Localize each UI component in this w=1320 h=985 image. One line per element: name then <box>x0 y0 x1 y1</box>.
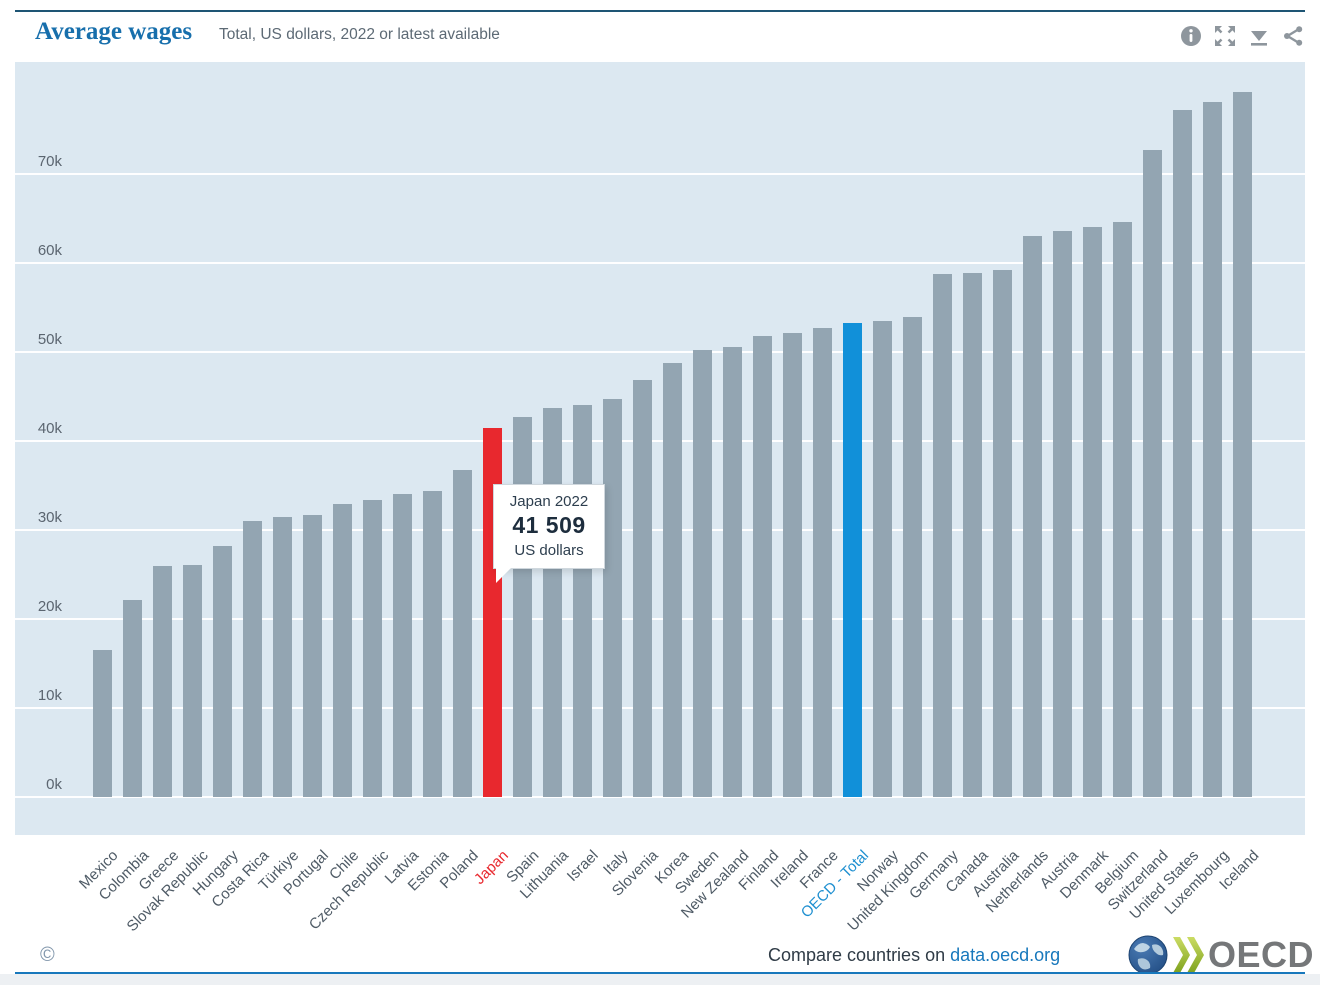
bar-mexico[interactable] <box>92 650 112 797</box>
x-label-israel: Israel <box>564 847 603 885</box>
x-axis-labels: Mexico Colombia Greece Slovak Republic Hunga… <box>15 835 1305 937</box>
toolbar <box>1180 25 1304 47</box>
bar-greece[interactable] <box>152 566 172 797</box>
bar-denmark[interactable] <box>1082 227 1102 797</box>
y-tick-label-40k: 40k <box>37 420 62 437</box>
tooltip-title: Japan 2022 <box>509 493 589 510</box>
bar-t-rkiye[interactable] <box>272 516 292 797</box>
bar-france[interactable] <box>812 327 832 797</box>
compare-countries-text: Compare countries on data.oecd.org <box>768 945 1060 966</box>
bar-czech-republic[interactable] <box>362 499 382 797</box>
page-title: Average wages <box>35 18 193 45</box>
y-tick-label-60k: 60k <box>37 242 62 259</box>
x-label-japan: Japan <box>471 847 513 888</box>
bar-united-kingdom[interactable] <box>902 317 922 797</box>
oecd-chevrons-icon <box>1173 937 1204 973</box>
bar-latvia[interactable] <box>392 494 412 797</box>
data-oecd-link[interactable]: data.oecd.org <box>950 945 1061 965</box>
oecd-logo[interactable]: OECD <box>1128 935 1314 975</box>
bar-costa-rica[interactable] <box>242 521 262 797</box>
bar-poland[interactable] <box>452 470 472 797</box>
gridline-50k <box>15 351 1305 353</box>
gridline-60k <box>15 262 1305 264</box>
page-bottom-strip <box>0 974 1320 985</box>
y-tick-label-50k: 50k <box>37 331 62 348</box>
bar-netherlands[interactable] <box>1022 236 1042 797</box>
bar-slovak-republic[interactable] <box>182 564 202 797</box>
bar-germany[interactable] <box>932 273 952 797</box>
bar-iceland[interactable] <box>1232 92 1252 797</box>
bar-oecd-total[interactable] <box>842 322 862 797</box>
tooltip: Japan 2022 41 509 US dollars <box>493 484 605 583</box>
y-tick-label-0k: 0k <box>46 776 62 793</box>
gridline-30k <box>15 529 1305 531</box>
tooltip-unit: US dollars <box>514 542 584 559</box>
bar-new-zealand[interactable] <box>722 346 742 797</box>
chart-plot-area: 0k 10k 20k 30k 40k 50k 60k 70k Japan 2022 41 50… <box>15 62 1305 835</box>
fullscreen-icon[interactable] <box>1214 25 1236 47</box>
gridline-10k <box>15 707 1305 709</box>
card-top-border <box>15 10 1305 12</box>
gridline-70k <box>15 173 1305 175</box>
bar-colombia[interactable] <box>122 600 142 797</box>
gridline-20k <box>15 618 1305 620</box>
bar-japan[interactable] <box>482 427 502 797</box>
oecd-globe-icon <box>1128 935 1168 975</box>
bar-norway[interactable] <box>872 320 892 797</box>
copyright-link[interactable]: © <box>40 944 55 966</box>
bar-hungary[interactable] <box>212 546 232 797</box>
gridline-40k <box>15 440 1305 442</box>
bar-lithuania[interactable] <box>542 408 562 797</box>
y-tick-label-10k: 10k <box>37 687 62 704</box>
y-tick-label-20k: 20k <box>37 598 62 615</box>
bar-spain[interactable] <box>512 416 532 797</box>
bar-switzerland[interactable] <box>1142 149 1162 797</box>
tooltip-value: 41 509 <box>512 512 586 538</box>
bar-sweden[interactable] <box>692 350 712 797</box>
share-icon[interactable] <box>1282 25 1304 47</box>
bar-israel[interactable] <box>572 405 592 797</box>
y-tick-label-70k: 70k <box>37 153 62 170</box>
bar-italy[interactable] <box>602 399 622 797</box>
card-bottom-border <box>15 972 1305 974</box>
bar-australia[interactable] <box>992 270 1012 797</box>
bar-finland[interactable] <box>752 335 772 797</box>
bar-slovenia[interactable] <box>632 379 652 797</box>
gridline-0k <box>15 796 1305 798</box>
bar-estonia[interactable] <box>422 490 442 797</box>
oecd-logo-text: OECD <box>1208 934 1315 975</box>
bar-luxembourg[interactable] <box>1202 101 1222 797</box>
bar-austria[interactable] <box>1052 230 1072 797</box>
download-icon[interactable] <box>1248 25 1270 47</box>
bar-korea[interactable] <box>662 362 682 797</box>
bar-ireland[interactable] <box>782 333 802 797</box>
y-tick-label-30k: 30k <box>37 509 62 526</box>
bar-belgium[interactable] <box>1112 222 1132 797</box>
bar-chile[interactable] <box>332 504 352 797</box>
page-subtitle: Total, US dollars, 2022 or latest availa… <box>219 26 500 43</box>
info-icon[interactable] <box>1180 25 1202 47</box>
bar-canada[interactable] <box>962 272 982 797</box>
compare-text: Compare countries on <box>768 945 951 965</box>
bar-united-states[interactable] <box>1172 109 1192 797</box>
bar-portugal[interactable] <box>302 514 322 797</box>
